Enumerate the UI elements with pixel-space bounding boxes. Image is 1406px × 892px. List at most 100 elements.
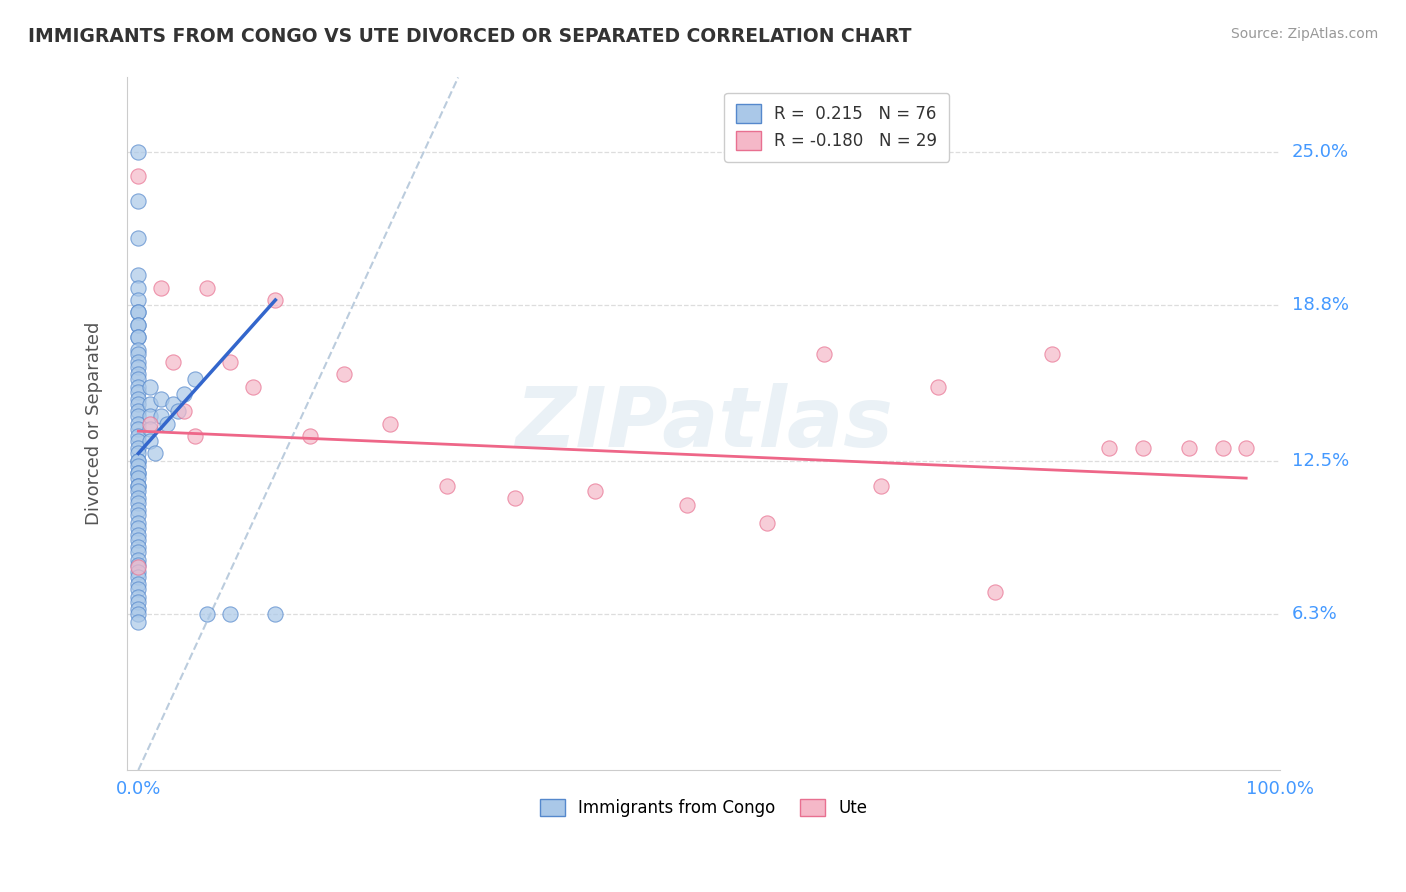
Text: Source: ZipAtlas.com: Source: ZipAtlas.com [1230, 27, 1378, 41]
Point [218, 607, 240, 622]
Point [184, 372, 207, 386]
Point [127, 471, 149, 485]
Point [127, 565, 149, 579]
Point [127, 169, 149, 184]
Point [127, 454, 149, 468]
Point [127, 590, 149, 604]
Text: IMMIGRANTS FROM CONGO VS UTE DIVORCED OR SEPARATED CORRELATION CHART: IMMIGRANTS FROM CONGO VS UTE DIVORCED OR… [28, 27, 911, 45]
Point [127, 379, 149, 393]
Point [156, 417, 179, 431]
Legend: Immigrants from Congo, Ute: Immigrants from Congo, Ute [533, 792, 875, 824]
Point [127, 496, 149, 510]
Point [127, 516, 149, 530]
Point [127, 533, 149, 547]
Point [869, 478, 891, 492]
Text: ZIPatlas: ZIPatlas [515, 384, 893, 464]
Point [127, 372, 149, 386]
Point [127, 318, 149, 332]
Point [127, 553, 149, 567]
Point [150, 392, 173, 406]
Point [1178, 442, 1201, 456]
Point [264, 293, 287, 307]
Point [127, 305, 149, 319]
Point [127, 483, 149, 498]
Point [984, 585, 1007, 599]
Point [139, 409, 162, 424]
Point [127, 446, 149, 460]
Point [127, 528, 149, 542]
Point [127, 281, 149, 295]
Point [139, 434, 162, 448]
Point [675, 499, 697, 513]
Point [150, 409, 173, 424]
Text: 25.0%: 25.0% [1292, 143, 1348, 161]
Point [195, 281, 218, 295]
Point [139, 397, 162, 411]
Point [127, 541, 149, 555]
Point [127, 355, 149, 369]
Point [127, 607, 149, 622]
Point [127, 268, 149, 283]
Point [927, 379, 949, 393]
Point [127, 545, 149, 559]
Point [127, 404, 149, 418]
Point [503, 491, 526, 505]
Point [127, 595, 149, 609]
Point [127, 429, 149, 443]
Point [173, 387, 195, 401]
Point [127, 503, 149, 517]
Point [127, 466, 149, 480]
Point [139, 379, 162, 393]
Point [127, 343, 149, 357]
Point [127, 368, 149, 382]
Point [813, 347, 835, 361]
Point [583, 483, 606, 498]
Point [378, 417, 401, 431]
Point [127, 145, 149, 159]
Point [127, 558, 149, 572]
Point [162, 355, 184, 369]
Point [127, 520, 149, 534]
Point [127, 231, 149, 245]
Point [127, 384, 149, 399]
Point [127, 582, 149, 597]
Point [145, 446, 167, 460]
Point [1040, 347, 1063, 361]
Point [218, 355, 240, 369]
Point [127, 347, 149, 361]
Point [127, 392, 149, 406]
Point [127, 508, 149, 523]
Point [139, 422, 162, 436]
Point [173, 404, 195, 418]
Point [436, 478, 458, 492]
Point [127, 454, 149, 468]
Point [184, 429, 207, 443]
Point [127, 359, 149, 374]
Point [127, 560, 149, 574]
Point [150, 281, 173, 295]
Point [1132, 442, 1154, 456]
Point [127, 293, 149, 307]
Point [127, 442, 149, 456]
Point [162, 397, 184, 411]
Point [127, 615, 149, 629]
Point [127, 397, 149, 411]
Text: 6.3%: 6.3% [1292, 605, 1337, 624]
Point [127, 478, 149, 492]
Point [195, 607, 218, 622]
Point [127, 570, 149, 584]
Point [167, 404, 190, 418]
Point [1098, 442, 1121, 456]
Text: 12.5%: 12.5% [1292, 452, 1348, 470]
Point [127, 434, 149, 448]
Point [298, 429, 321, 443]
Point [127, 491, 149, 505]
Text: 18.8%: 18.8% [1292, 296, 1348, 314]
Point [242, 379, 264, 393]
Point [127, 330, 149, 344]
Y-axis label: Divorced or Separated: Divorced or Separated [86, 322, 103, 525]
Point [139, 417, 162, 431]
Point [127, 577, 149, 591]
Point [127, 305, 149, 319]
Point [127, 417, 149, 431]
